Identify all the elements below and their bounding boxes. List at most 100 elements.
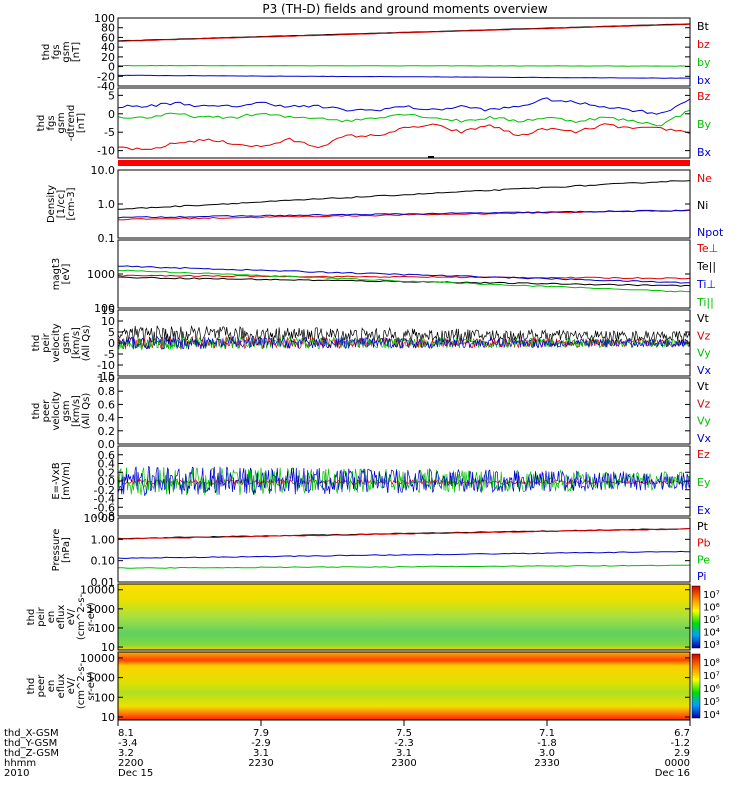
y-axis-label: sr-eV) [86, 671, 97, 700]
y-axis-label: [nPa] [61, 537, 72, 563]
colorbar-tick-label: 10⁶ [703, 684, 720, 695]
y-axis-label: thd [26, 609, 37, 626]
y-axis-label: [km/s] [71, 327, 82, 359]
y-axis-label: fgs [51, 44, 62, 59]
colorbar-tick-label: 10⁶ [703, 603, 720, 614]
mode-bar [118, 160, 690, 166]
colorbar-tick-label: 10⁷ [703, 671, 720, 682]
y-tick-label: 10000 [80, 652, 115, 665]
y-tick-label: 5 [108, 89, 115, 102]
y-axis-label: [mV/m] [61, 462, 72, 500]
panel-frame [117, 87, 691, 159]
x-tick-label: 0000 [665, 758, 690, 769]
series-line-bx [117, 74, 690, 79]
y-tick-label: 0 [108, 337, 115, 350]
legend-entry-Ti||: Ti|| [696, 296, 714, 309]
y-axis-label: E=-VxB [51, 462, 62, 499]
colorbar-tick-label: 10⁴ [703, 628, 720, 639]
x-tick-label: 3.2 [118, 748, 134, 759]
y-tick-label: 1.0 [98, 372, 116, 385]
legend-entry-Vt: Vt [697, 380, 710, 393]
x-tick-label: 3.1 [253, 748, 269, 759]
y-tick-label: 0.0 [98, 475, 116, 488]
x-tick-label: -1.8 [537, 738, 557, 749]
y-axis-label: thd [31, 403, 42, 420]
y-axis-label: gsm [61, 41, 72, 62]
y-axis-label: velocity [51, 323, 62, 362]
series-line-By [117, 109, 691, 127]
y-axis-label: peer [41, 399, 52, 423]
y-tick-label: 80 [101, 22, 115, 35]
y-tick-label: 0.2 [98, 425, 116, 438]
y-axis-label: thd [31, 335, 42, 352]
colorbar-tick-label: 10⁸ [703, 658, 720, 669]
y-tick-label: 0 [108, 108, 115, 121]
panel-efield: 0.60.40.20.0-0.2-0.4-0.6-0.8 E=-VxB [mV/m]… [51, 445, 711, 523]
legend-entry-Vx: Vx [697, 432, 712, 445]
series-line-by [117, 64, 691, 67]
y-tick-label: 0.2 [98, 466, 116, 479]
x-tick-label: Dec 15 [118, 768, 153, 779]
y-tick-label: 0.1 [98, 232, 116, 245]
y-axis-label: thd [36, 115, 47, 132]
y-tick-label: -10 [97, 359, 115, 372]
legend-entry-Ey: Ey [697, 476, 711, 489]
y-axis-label: thd [41, 44, 52, 61]
y-tick-label: 0.8 [98, 385, 116, 398]
y-tick-label: 0.6 [98, 449, 116, 462]
y-tick-label: 0.6 [98, 398, 116, 411]
y-tick-label: 15 [101, 304, 115, 317]
panel-frame [117, 239, 691, 309]
colorbar-tick-label: 10⁵ [703, 615, 720, 626]
x-tick-label: 2200 [118, 758, 143, 769]
y-tick-label: 1.0 [98, 198, 116, 211]
y-axis-label: gsm [61, 332, 72, 353]
y-tick-label: 10 [101, 641, 115, 654]
y-tick-label: -20 [97, 70, 115, 83]
y-axis-label: en [46, 680, 57, 693]
colorbar-tick-label: 10⁷ [703, 590, 720, 601]
series-line-Ex [117, 466, 691, 496]
y-axis-label: Density [46, 185, 57, 223]
heatmap-image [118, 652, 690, 720]
y-tick-label: 1000 [87, 672, 115, 685]
legend-entry-Vx: Vx [697, 364, 712, 377]
series-line-Ti|| [117, 269, 691, 293]
panel-pressure: 10.00 1.00 0.10 0.01 Pressure [nPa] Pt Pb Pe Pi [51, 512, 711, 589]
y-tick-label: 100 [94, 302, 115, 315]
legend-entry-Vy: Vy [697, 415, 711, 428]
y-axis-label: eflux [56, 674, 67, 699]
legend-entry-Bz: Bz [697, 90, 711, 103]
colorbar [691, 653, 701, 719]
x-axis-row-label: thd_Y-GSM [4, 738, 57, 749]
y-axis-label: peir [36, 606, 47, 626]
colorbar-tick-label: 10⁴ [703, 710, 720, 721]
y-axis-label: gsm [61, 400, 72, 421]
y-tick-label: 40 [101, 41, 115, 54]
y-axis-label: (cm^2-s- [76, 593, 87, 640]
panel-peer_velocity: 1.00.80.60.40.20.0 thd peer velocity gsm [km/… [31, 372, 712, 451]
series-line-Vz [117, 335, 691, 351]
x-tick-label: 6.7 [674, 728, 690, 739]
y-axis-label: (cm^2-s- [76, 662, 87, 709]
y-axis-label: thd [26, 678, 37, 695]
series-line-Te|| [117, 276, 691, 287]
y-tick-label: -0.4 [94, 493, 115, 506]
y-axis-label: [nT] [71, 42, 82, 62]
y-axis-label: eV/ [66, 608, 77, 625]
y-axis-label: gsm [56, 112, 67, 133]
legend-entry-Ne: Ne [697, 172, 712, 185]
legend-entry-Te⊥: Te⊥ [696, 242, 718, 255]
x-tick-label: 2300 [391, 758, 416, 769]
x-axis-row-label: thd_Z-GSM [4, 748, 59, 759]
series-line-Bz [117, 123, 691, 151]
y-axis-label: eV/ [66, 677, 77, 694]
legend-entry-Bx: Bx [697, 146, 712, 159]
x-tick-label: 2.9 [674, 748, 690, 759]
legend-entry-Pi: Pi [697, 570, 706, 583]
y-tick-label: 0.10 [91, 555, 116, 568]
series-line-Ti⊥ [118, 265, 690, 284]
legend-entry-Vz: Vz [697, 397, 711, 410]
x-axis-row-label: hhmm [4, 758, 36, 769]
